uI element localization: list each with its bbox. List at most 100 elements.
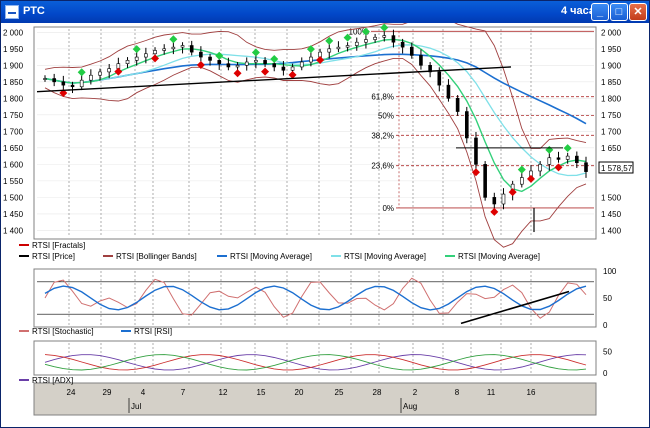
candle-body [364,39,368,43]
candle-body [538,164,542,172]
candle-body [455,98,460,112]
candle-body [153,50,157,55]
fib-label: 23,6% [371,162,394,171]
candle-body [70,84,75,88]
fractal-down-marker [526,174,535,183]
rsi-trend-line [460,290,570,325]
adx-line [44,354,587,371]
fractal-down-marker [508,188,517,197]
price-tick-left: 1 400 [3,226,24,235]
fractal-down-marker [554,163,563,172]
chart-app-icon [5,5,19,19]
candle-body [547,157,552,165]
candle-body [474,137,478,165]
fractal-down-marker [316,56,325,65]
chart-canvas[interactable]: 100% 61,8% 50% 38,2% 23,6% 0% 2 000 1 950 1 900… [1,23,649,427]
price-tick-right: 1 400 [601,226,622,235]
adx-panel [33,340,597,376]
stochastic-line [44,277,587,319]
fractal-up-marker [325,36,334,45]
oscillator-lines: 100 50 0 [37,267,617,330]
price-legend: RTSI [Fractals] RTSI [Price] RTSI [Bolling… [19,241,540,261]
price-tick-left: 1 850 [3,78,24,87]
day-label: 4 [141,388,146,397]
legend-label: RTSI [RSI] [134,327,172,336]
fractal-down-marker [471,168,480,177]
candle-body [144,53,148,58]
price-tick-left: 1 950 [3,45,24,54]
fractal-up-marker [361,27,370,36]
price-tick-left: 1 800 [3,94,24,103]
day-label: 20 [295,388,304,397]
rsi-line [44,285,587,311]
day-label: 24 [67,388,76,397]
fractal-down-marker [196,60,205,69]
fib-label: 50% [378,112,394,121]
candle-body [391,35,396,43]
candle-body [446,84,451,99]
fib-label: 0% [382,204,394,213]
candle-body [354,41,359,46]
candle-body [226,63,231,68]
price-tick-right: 1 950 [601,45,622,54]
candle-body [309,56,313,63]
oscillator-tick: 0 [603,321,608,330]
candle-body [327,48,332,53]
price-tick-left: 2 000 [3,28,24,37]
fractal-down-marker [261,67,270,76]
day-label: 7 [181,388,186,397]
fibonacci-levels: 100% 61,8% 50% 38,2% 23,6% 0% [349,27,594,213]
day-label: 28 [373,388,382,397]
price-tick-right: 1 850 [601,78,622,87]
price-tick-left: 1 600 [3,160,24,169]
maximize-button[interactable]: □ [610,3,628,21]
candle-body [419,55,423,66]
moving-averages [44,38,587,193]
candle-body [483,164,487,198]
title-bar[interactable]: РТС 4 часа _ □ ✕ [1,1,649,23]
legend-label: RTSI [Moving Average] [230,252,312,261]
price-tick-left: 1 500 [3,193,24,202]
candle-body [235,65,240,68]
day-label: 29 [103,388,112,397]
candle-body [171,46,176,50]
fractal-up-marker [251,48,260,57]
fractal-up-marker [563,144,572,153]
fractal-up-marker [517,165,526,174]
price-tick-right: 1 700 [601,127,622,136]
fractal-up-marker [215,51,224,60]
last-price-value: 1 578,57 [601,164,633,173]
candle-body [79,79,84,88]
candle-body [575,155,579,164]
candle-body [501,193,506,205]
candle-body [180,45,185,48]
candle-body [208,56,212,61]
adx-tick: 50 [603,348,612,357]
candle-body [299,61,304,68]
bollinger-lower [44,57,587,248]
candle-body [492,197,497,205]
legend-label: RTSI [Price] [32,252,75,261]
price-tick-right: 1 750 [601,111,622,120]
candle-body [382,35,387,38]
time-axis-panel [33,382,597,416]
price-tick-right: 1 800 [601,94,622,103]
day-label: 8 [455,388,460,397]
candle-body [98,71,102,76]
candle-body [281,66,286,71]
candle-body [125,60,130,64]
candle-body [437,71,442,86]
fractal-up-marker [169,35,178,44]
legend-label: RTSI [ADX] [32,376,73,385]
legend-label: RTSI [Stochastic] [32,327,94,336]
price-gridlines [37,29,594,373]
candle-body [565,155,570,160]
candle-body [52,78,56,83]
price-tick-right: 1 450 [601,210,622,219]
close-button[interactable]: ✕ [629,3,647,21]
minimize-button[interactable]: _ [591,3,609,21]
fib-label: 38,2% [371,131,394,140]
candle-body [464,111,469,139]
